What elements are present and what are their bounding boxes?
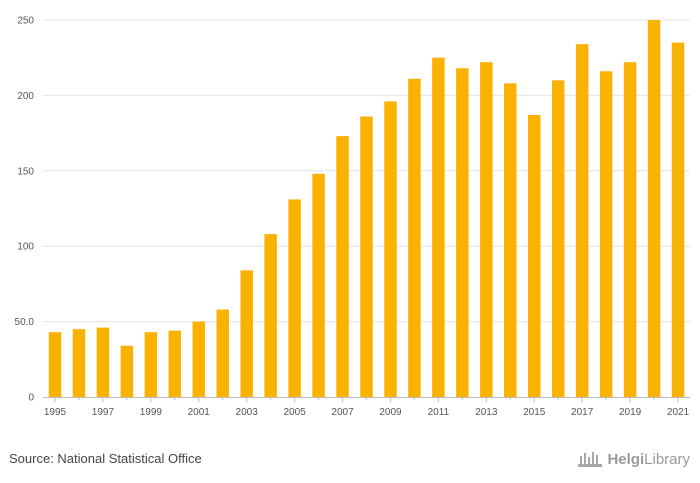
- bar-1996: [72, 329, 86, 397]
- x-tick-label: 2009: [379, 407, 402, 418]
- y-tick-label: 0: [28, 393, 34, 404]
- bar-2002: [216, 309, 229, 397]
- library-logo-icon: [578, 452, 603, 467]
- y-tick-label: 100: [17, 242, 34, 253]
- bar-2012: [456, 68, 469, 398]
- bar-2003: [240, 270, 253, 397]
- y-tick-label: 150: [17, 166, 34, 177]
- x-tick-label: 2017: [571, 407, 594, 418]
- bar-2019: [623, 62, 637, 397]
- bar-2000: [168, 330, 182, 397]
- bar-1998: [120, 345, 134, 397]
- x-tick-label: 2003: [236, 407, 259, 418]
- bar-2007: [336, 136, 349, 397]
- brand-logo[interactable]: HelgiLibrary: [577, 449, 690, 469]
- bar-2004: [264, 234, 277, 397]
- bar-1999: [144, 332, 158, 397]
- x-tick-label: 2015: [523, 407, 546, 418]
- chart-footer: Source: National Statistical Office Helg…: [0, 440, 700, 483]
- bar-2011: [432, 57, 445, 397]
- y-tick-label: 250: [17, 16, 34, 27]
- x-tick-label: 2019: [619, 407, 642, 418]
- bar-2001: [192, 321, 205, 397]
- x-tick-label: 2021: [667, 407, 690, 418]
- y-tick-label: 200: [17, 91, 34, 102]
- brand-name-light: Library: [644, 450, 690, 468]
- x-tick-label: 2005: [283, 407, 306, 418]
- bar-2009: [384, 101, 397, 397]
- bar-2015: [528, 115, 541, 397]
- bar-2010: [408, 78, 421, 397]
- x-tick-label: 2001: [188, 407, 211, 418]
- brand-name-bold: Helgi: [607, 450, 645, 468]
- x-tick-label: 1997: [92, 407, 115, 418]
- x-tick-label: 1995: [44, 407, 67, 418]
- bar-chart: 0 50.0 100 150 200 250 1995 1997 1999 2001 2003 200…: [15, 16, 690, 418]
- bar-2013: [480, 62, 493, 397]
- bar-2020: [647, 20, 661, 397]
- bar-2006: [312, 173, 325, 397]
- bar-2014: [504, 83, 517, 397]
- y-tick-label: 50.0: [15, 317, 35, 328]
- bar-1995: [48, 332, 62, 397]
- x-tick-label: 2013: [475, 407, 498, 418]
- bar-2021: [671, 42, 685, 398]
- x-tick-label: 2011: [428, 407, 450, 418]
- source-note: Source: National Statistical Office: [9, 451, 202, 466]
- bar-2016: [551, 80, 565, 397]
- bar-2005: [288, 199, 301, 397]
- x-tick-label: 1999: [140, 407, 163, 418]
- bar-2018: [599, 71, 613, 397]
- bar-1997: [96, 327, 110, 397]
- bar-2017: [575, 44, 589, 398]
- bar-2008: [360, 116, 373, 398]
- x-tick-label: 2007: [331, 407, 354, 418]
